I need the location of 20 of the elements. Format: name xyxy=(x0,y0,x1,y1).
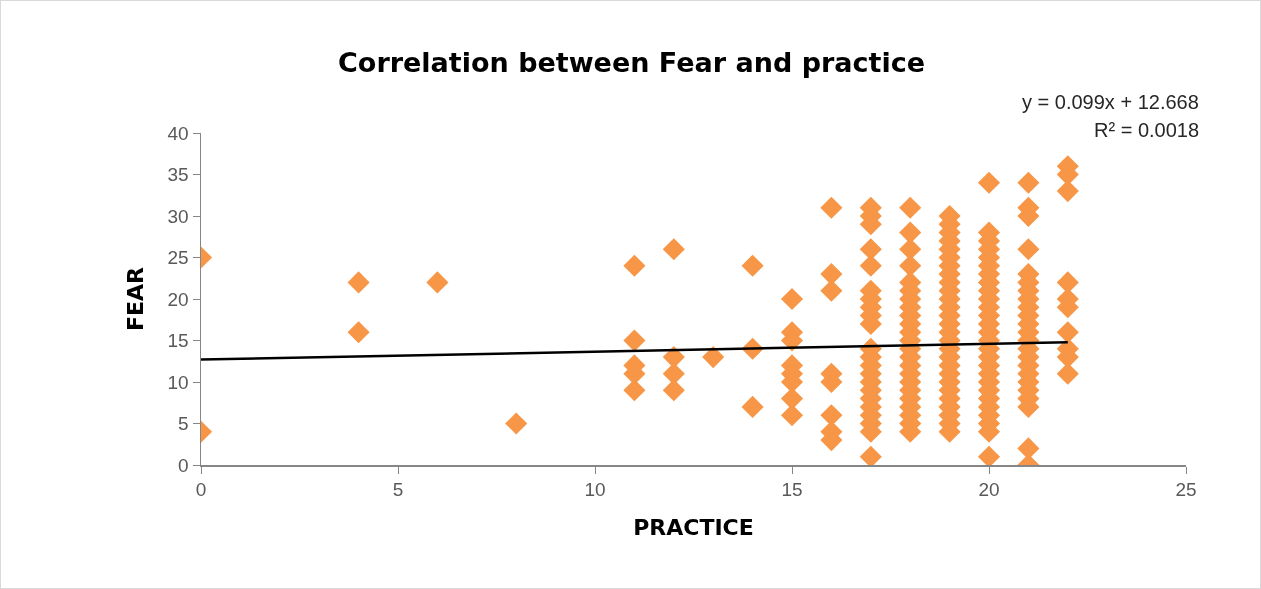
y-tick-label: 25 xyxy=(167,247,189,269)
y-tick-label: 30 xyxy=(167,205,189,227)
chart-title: Correlation between Fear and practice xyxy=(338,47,925,79)
x-tick-label: 10 xyxy=(584,479,606,501)
x-tick-label: 0 xyxy=(195,479,207,501)
x-tick-label: 15 xyxy=(781,479,803,501)
text: y = 0.099x + 12.668 xyxy=(1022,91,1199,113)
y-tick-label: 20 xyxy=(167,288,189,310)
x-axis-title: PRACTICE xyxy=(633,514,754,540)
y-tick-label: 0 xyxy=(178,454,189,476)
x-tick-label: 5 xyxy=(392,479,404,501)
x-tick-label: 20 xyxy=(978,479,1000,501)
annotation: R² = 0.0018 xyxy=(1094,119,1200,141)
y-tick-label: 5 xyxy=(178,413,189,435)
y-axis-title: FEAR xyxy=(122,266,148,332)
y-tick-label: 40 xyxy=(167,122,189,144)
x-tick-label: 25 xyxy=(1175,479,1197,501)
y-tick-label: 10 xyxy=(167,371,189,393)
y-tick-label: 15 xyxy=(167,330,189,352)
y-tick-label: 35 xyxy=(167,164,189,186)
